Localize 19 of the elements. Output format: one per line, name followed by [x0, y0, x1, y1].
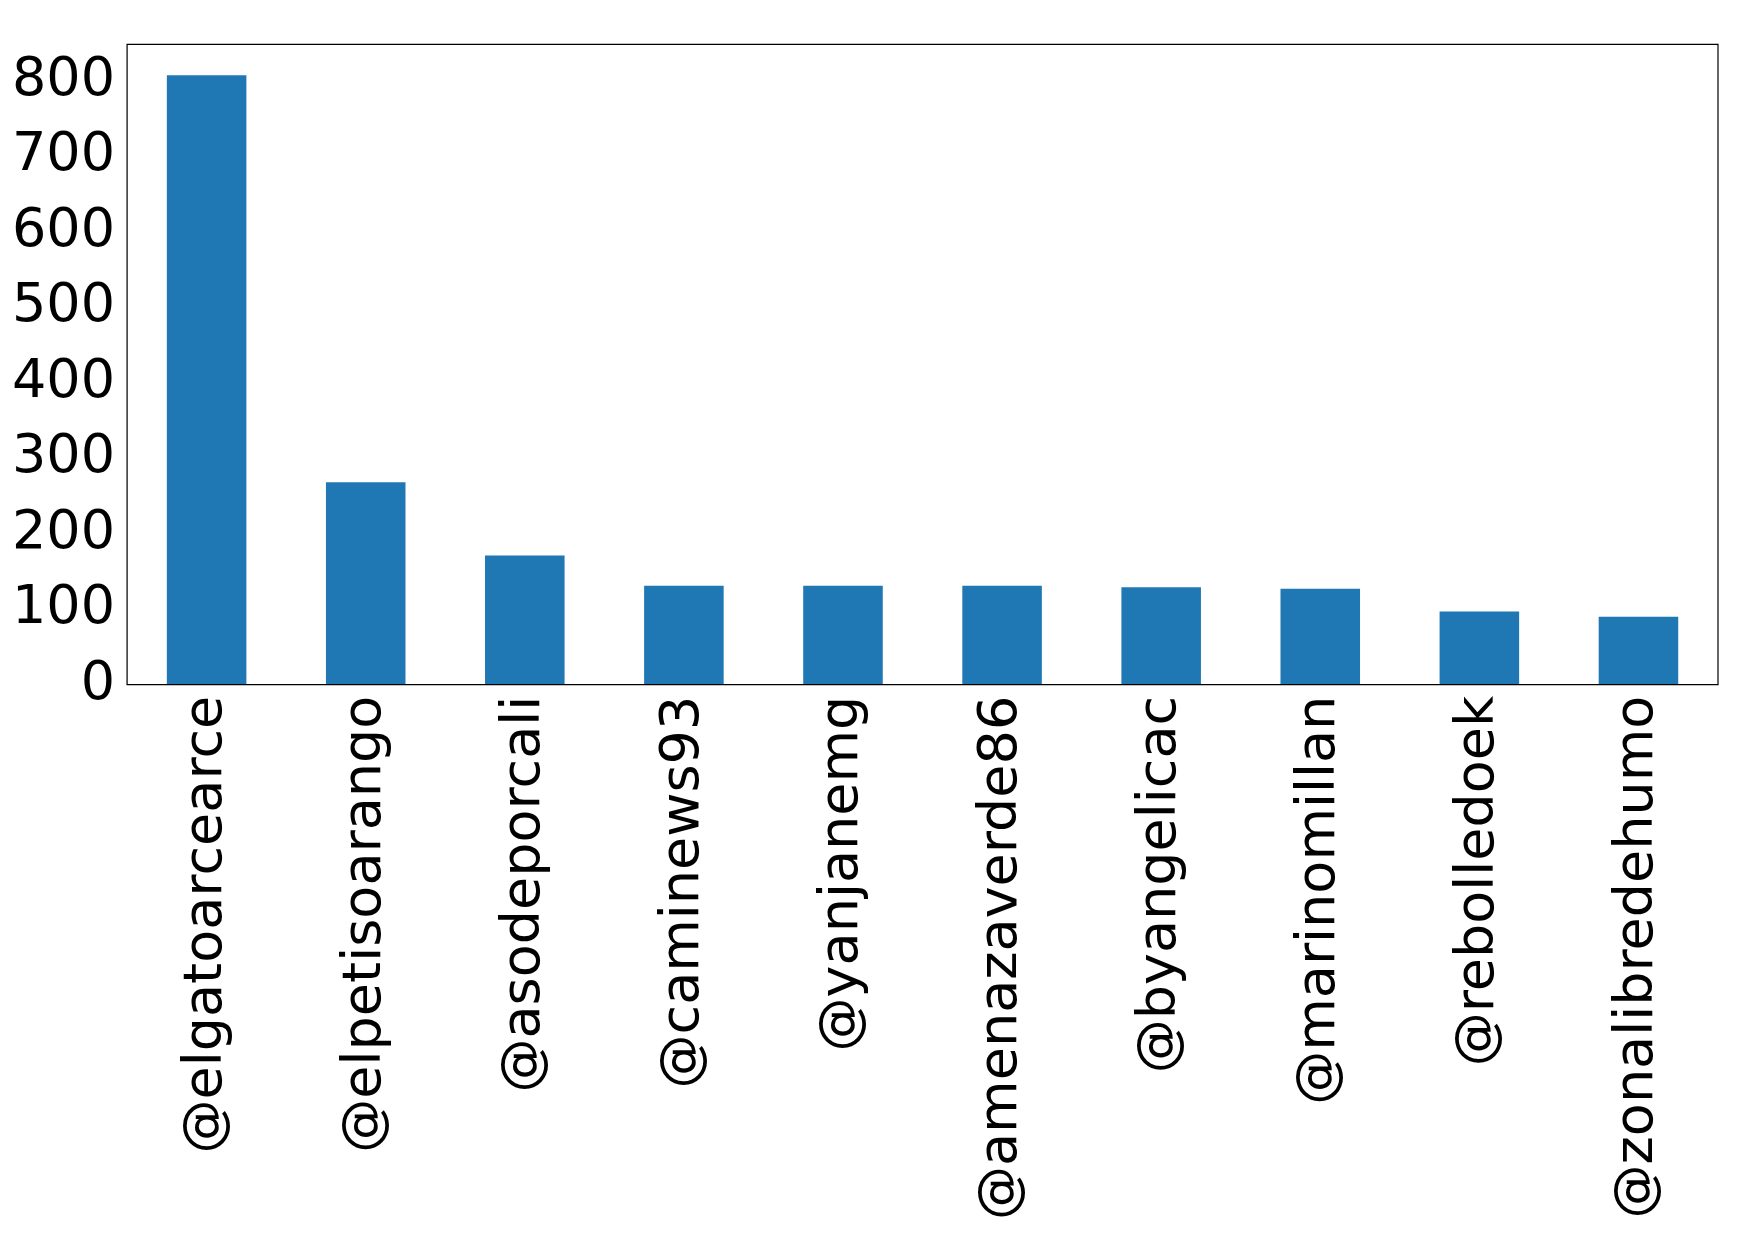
y-tick-label: 500 [11, 271, 116, 335]
x-tick-label: @asodeporcali [488, 695, 552, 1093]
x-tick-label: @zonalibredehumo [1602, 695, 1666, 1219]
y-tick-label: 700 [11, 120, 116, 184]
y-tick-label: 400 [11, 346, 116, 410]
x-tick-label: @amenazaverde86 [966, 695, 1030, 1220]
x-tick-label: @caminews93 [647, 695, 711, 1089]
x-tick-label: @elpetisoarango [329, 695, 393, 1153]
y-tick-label: 100 [11, 573, 116, 637]
x-tick-label: @rebolledoek [1443, 694, 1507, 1067]
y-tick-label: 0 [80, 648, 116, 712]
y-tick-label: 200 [11, 497, 116, 561]
x-tick-label: @byangelicac [1125, 695, 1189, 1074]
x-tick-label: @elgatoarcearce [170, 695, 234, 1154]
y-tick-label: 600 [11, 195, 116, 259]
x-tick-label: @yanjanemg [807, 695, 871, 1052]
y-tick-label: 800 [11, 44, 116, 108]
y-tick-label: 300 [11, 422, 116, 486]
x-tick-label: @marinomillan [1284, 695, 1348, 1105]
